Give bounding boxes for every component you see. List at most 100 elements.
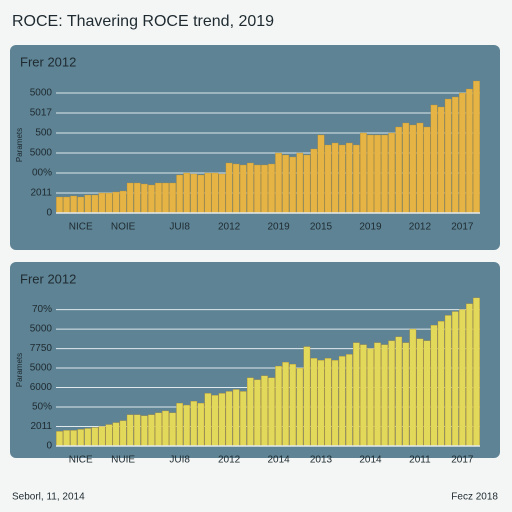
bar bbox=[360, 132, 367, 214]
bar bbox=[77, 196, 85, 214]
bar bbox=[353, 342, 360, 447]
y-tick-label: 5017 bbox=[30, 108, 53, 119]
bar bbox=[395, 336, 403, 447]
y-tick-label: 00% bbox=[32, 168, 52, 179]
bar bbox=[148, 414, 155, 447]
bar bbox=[155, 182, 162, 214]
bar bbox=[466, 303, 473, 447]
bar bbox=[112, 191, 120, 214]
bar bbox=[459, 92, 466, 214]
y-axis-label: Paramets bbox=[15, 128, 24, 162]
bar bbox=[91, 194, 99, 214]
bar bbox=[430, 325, 438, 447]
bar bbox=[367, 134, 374, 214]
bar bbox=[126, 414, 134, 447]
bar bbox=[63, 430, 70, 447]
bar bbox=[275, 365, 282, 447]
bar bbox=[105, 192, 113, 214]
x-tick-label: 2019 bbox=[267, 222, 290, 233]
bar bbox=[133, 182, 141, 214]
bar bbox=[183, 172, 191, 214]
bar bbox=[423, 126, 431, 214]
bar bbox=[345, 354, 353, 447]
bar bbox=[402, 122, 410, 214]
bar bbox=[402, 342, 410, 447]
bar bbox=[381, 134, 388, 214]
x-tick-label: 2015 bbox=[310, 222, 333, 233]
bar bbox=[225, 391, 233, 447]
bar bbox=[98, 426, 106, 447]
footer-left: Seborl, 11, 2014 bbox=[12, 492, 85, 503]
bar bbox=[169, 412, 176, 447]
bar bbox=[162, 182, 169, 214]
y-tick-label: 5000 bbox=[30, 148, 53, 159]
bar bbox=[84, 194, 92, 214]
bar bbox=[239, 391, 247, 447]
y-tick-label: 0 bbox=[46, 441, 52, 452]
bar bbox=[289, 364, 297, 447]
bar bbox=[84, 428, 92, 447]
bar bbox=[218, 173, 226, 214]
bar bbox=[204, 172, 212, 214]
bar bbox=[261, 164, 268, 214]
y-tick-label: 6000 bbox=[30, 382, 53, 393]
bar bbox=[360, 344, 367, 447]
bar bbox=[317, 360, 325, 447]
y-tick-label: 70% bbox=[32, 304, 52, 315]
bar bbox=[437, 321, 445, 447]
x-tick-label: NICE bbox=[69, 455, 93, 466]
x-tick-label: 2012 bbox=[218, 455, 241, 466]
bar bbox=[381, 344, 388, 447]
bar bbox=[211, 172, 219, 214]
bar bbox=[338, 356, 346, 447]
x-tick-label: JUI8 bbox=[169, 222, 190, 233]
bar bbox=[437, 106, 445, 214]
bar bbox=[324, 144, 332, 214]
panel-title: Frer 2012 bbox=[20, 54, 76, 69]
bar bbox=[133, 414, 141, 447]
bar bbox=[261, 375, 268, 447]
bar bbox=[444, 315, 452, 447]
bar bbox=[423, 340, 431, 447]
y-tick-label: 7750 bbox=[30, 343, 53, 354]
bar bbox=[388, 132, 395, 214]
bar bbox=[275, 152, 282, 214]
bar bbox=[353, 144, 360, 214]
bar bbox=[247, 377, 254, 447]
bar bbox=[56, 431, 63, 447]
y-tick-label: 2011 bbox=[30, 188, 52, 199]
bar bbox=[282, 154, 289, 214]
bar bbox=[148, 184, 155, 214]
bar bbox=[310, 148, 318, 214]
x-tick-label: 2012 bbox=[218, 222, 241, 233]
y-tick-label: 50% bbox=[32, 402, 52, 413]
bar bbox=[112, 422, 120, 447]
bar bbox=[473, 297, 480, 447]
bar bbox=[141, 183, 148, 214]
x-tick-label: 2017 bbox=[451, 222, 474, 233]
x-tick-label: 2011 bbox=[409, 455, 431, 466]
bar bbox=[430, 104, 438, 214]
bar bbox=[232, 163, 240, 214]
bar bbox=[338, 144, 346, 214]
bar bbox=[296, 367, 304, 447]
page-title: ROCE: Thavering ROCE trend, 2019 bbox=[12, 13, 274, 30]
footer-right: Fecz 2018 bbox=[451, 492, 498, 503]
x-tick-label: 2014 bbox=[359, 455, 382, 466]
bar bbox=[119, 420, 127, 447]
bar bbox=[374, 342, 381, 447]
bar bbox=[155, 412, 162, 447]
bar bbox=[197, 402, 205, 447]
bar bbox=[176, 174, 183, 214]
bar bbox=[416, 338, 424, 447]
bar bbox=[239, 164, 247, 214]
bar bbox=[473, 80, 480, 214]
bar bbox=[56, 196, 63, 214]
bar bbox=[409, 124, 417, 214]
y-tick-label: 5000 bbox=[30, 324, 53, 335]
bar bbox=[105, 424, 113, 447]
bar bbox=[119, 190, 127, 214]
y-tick-label: 5000 bbox=[30, 363, 53, 374]
bar bbox=[211, 395, 219, 447]
